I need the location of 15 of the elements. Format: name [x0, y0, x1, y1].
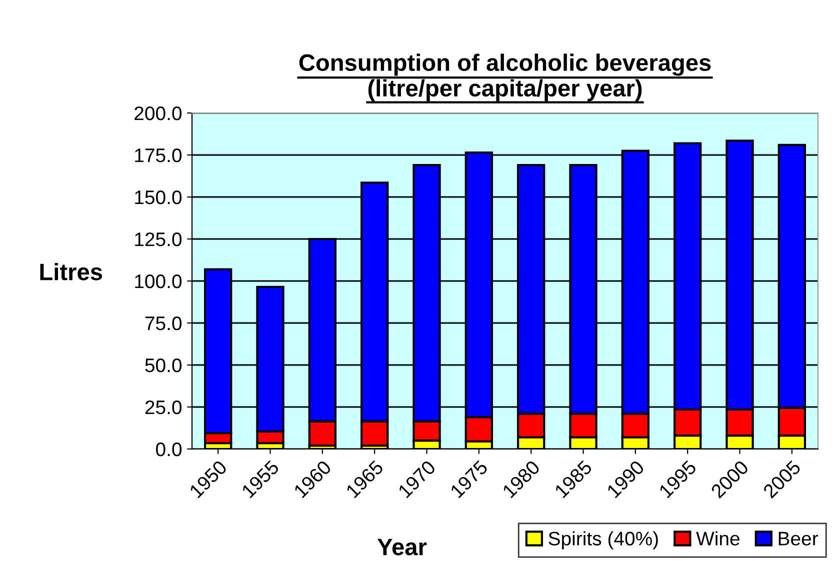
legend-label: Spirits (40%)	[548, 531, 658, 550]
y-tick-label: 50.0	[145, 358, 182, 372]
y-axis-title: Litres	[40, 262, 102, 280]
y-tick-label: 175.0	[135, 148, 182, 162]
chart-title: Consumption of alcoholic beverages (litre/per capita/per year)	[299, 54, 711, 102]
y-tick-label: 150.0	[135, 190, 182, 204]
y-tick-label: 125.0	[135, 232, 182, 246]
y-tick-label: 200.0	[134, 106, 182, 120]
y-tick-label: 25.0	[145, 400, 182, 414]
y-tick-label: 100.0	[135, 274, 182, 288]
y-tick-label: 0.0	[156, 442, 182, 456]
legend-label: Wine	[696, 531, 740, 546]
x-axis-title: Year	[377, 538, 427, 556]
y-tick-label: 75.0	[145, 316, 182, 330]
legend-label: Beer	[778, 532, 818, 546]
